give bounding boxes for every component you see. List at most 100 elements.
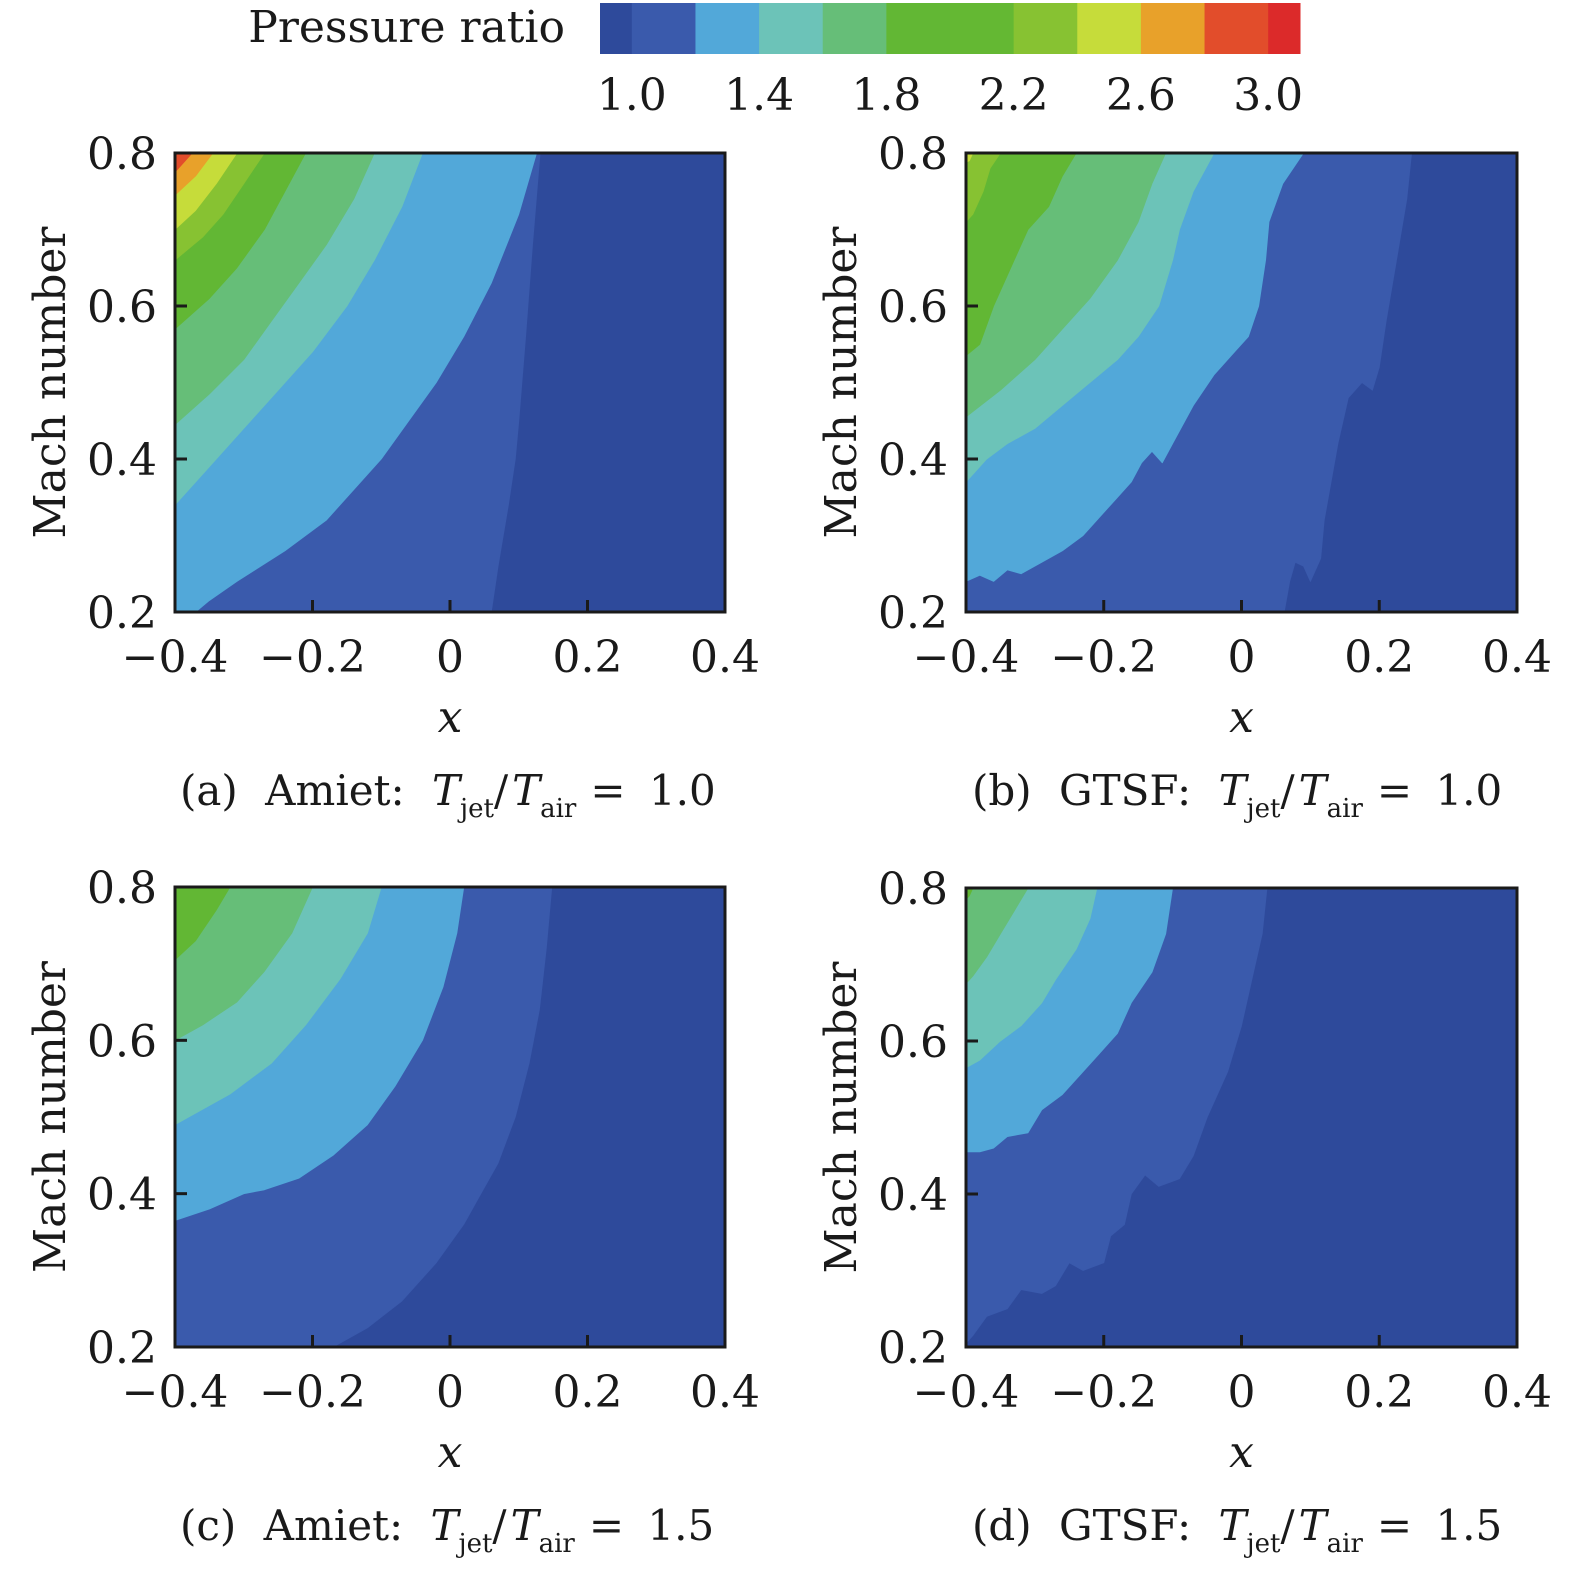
- caption-a: (a) Amiet: Tjet/Tair = 1.0: [180, 766, 716, 824]
- x-tick-label: 0.4: [1482, 1367, 1552, 1418]
- caption-model: Amiet:: [264, 766, 404, 815]
- y-tick-label: 0.2: [878, 588, 948, 639]
- panel-c: −0.4 −0.2 0 0.2 0.4 0.2 0.4 0.6 0.8 x Mach number: [25, 863, 760, 1478]
- contour-plot: [175, 153, 725, 612]
- colorbar-tick-label: 1.0: [597, 70, 667, 121]
- colorbar-segment: [759, 3, 824, 54]
- colorbar-tick-label: 1.4: [724, 70, 794, 121]
- x-tick-label: 0: [436, 1367, 464, 1418]
- colorbar-tick-label: 2.6: [1106, 70, 1176, 121]
- contour-band: [175, 887, 231, 961]
- y-tick-label: 0.6: [87, 1016, 157, 1067]
- y-tick-label: 0.6: [878, 1017, 948, 1068]
- y-tick-label: 0.2: [878, 1323, 948, 1374]
- contour-plot: [175, 887, 725, 1347]
- colorbar-tick-label: 1.8: [851, 70, 921, 121]
- caption-equals: =: [589, 1501, 624, 1550]
- x-tick-label: 0: [1228, 1367, 1256, 1418]
- y-axis-label: Mach number: [816, 961, 867, 1274]
- x-axis-label: x: [1229, 1427, 1254, 1478]
- contour-band: [966, 153, 1001, 223]
- caption-equals: =: [1377, 766, 1412, 815]
- y-tick-label: 0.4: [878, 1170, 948, 1221]
- caption-slash: /: [1280, 1501, 1295, 1550]
- caption-model: GTSF:: [1059, 1501, 1191, 1550]
- x-tick-label: −0.2: [259, 632, 366, 683]
- caption-sub-jet: jet: [1244, 794, 1281, 824]
- contour-band: [175, 153, 214, 196]
- caption-sub-air: air: [1327, 794, 1364, 824]
- colorbar-segment: [822, 3, 887, 54]
- colorbar-segment: [631, 3, 696, 54]
- caption-label: (a): [180, 766, 238, 815]
- caption-c: (c) Amiet: Tjet/Tair = 1.5: [180, 1501, 714, 1559]
- colorbar-segment: [1204, 3, 1269, 54]
- caption-ratio-value: 1.0: [649, 766, 716, 815]
- caption-slash: /: [1280, 766, 1295, 815]
- y-tick-label: 0.2: [87, 588, 157, 639]
- y-tick-label: 0.6: [87, 282, 157, 333]
- y-axis-label: Mach number: [25, 226, 76, 539]
- y-tick-label: 0.6: [878, 282, 948, 333]
- caption-sub-jet: jet: [457, 794, 494, 824]
- caption-t: T: [1299, 766, 1330, 815]
- x-tick-label: −0.2: [1050, 632, 1157, 683]
- x-tick-label: −0.4: [913, 632, 1020, 683]
- colorbar-segment: [695, 3, 760, 54]
- panel-a: −0.4 −0.2 0 0.2 0.4 0.2 0.4 0.6 0.8 x Mach number: [25, 129, 760, 743]
- colorbar-segment: [1140, 3, 1206, 54]
- contour-band: [966, 888, 974, 900]
- y-axis-label: Mach number: [25, 960, 76, 1273]
- contour-band: [966, 153, 1077, 357]
- x-tick-label: −0.4: [122, 632, 229, 683]
- x-tick-label: 0.4: [1482, 632, 1552, 683]
- caption-ratio-value: 1.5: [647, 1501, 714, 1550]
- contour-band: [966, 153, 974, 163]
- caption-t: T: [1299, 1501, 1330, 1550]
- caption-sub-air: air: [1327, 1529, 1364, 1559]
- colorbar-tick-label: 3.0: [1233, 70, 1303, 121]
- x-tick-label: 0: [436, 632, 464, 683]
- caption-sub-jet: jet: [456, 1529, 493, 1559]
- caption-label: (b): [972, 766, 1032, 815]
- colorbar-segment: [1077, 3, 1142, 54]
- x-axis-label: x: [1229, 692, 1254, 743]
- y-tick-label: 0.2: [87, 1323, 157, 1374]
- caption-t: T: [511, 1501, 542, 1550]
- x-tick-label: 0.2: [1344, 632, 1414, 683]
- svg-text:(a) Amiet: Tjet/Ta: (a) Amiet: Tjet/Tair = 1.0: [180, 766, 716, 824]
- x-tick-label: −0.4: [122, 1367, 229, 1418]
- contour-band: [175, 153, 193, 173]
- caption-t: T: [1219, 766, 1250, 815]
- caption-sub-air: air: [539, 1529, 576, 1559]
- caption-t: T: [432, 766, 463, 815]
- x-tick-label: −0.2: [259, 1367, 366, 1418]
- caption-slash: /: [492, 1501, 507, 1550]
- y-axis-label: Mach number: [816, 226, 867, 539]
- x-axis-label: x: [438, 692, 463, 743]
- x-tick-label: 0.2: [553, 632, 623, 683]
- caption-model: Amiet:: [263, 1501, 403, 1550]
- colorbar-tick-labels: 1.0 1.4 1.8 2.2 2.6 3.0: [597, 70, 1303, 121]
- x-tick-label: 0.4: [690, 1367, 760, 1418]
- panel-d: −0.4 −0.2 0 0.2 0.4 0.2 0.4 0.6 0.8 x Mach number: [816, 864, 1552, 1478]
- caption-sub-jet: jet: [1244, 1529, 1281, 1559]
- svg-text:(d) GTSF: Tjet/Tai: (d) GTSF: Tjet/Tair = 1.5: [972, 1501, 1502, 1559]
- colorbar-tick-label: 2.2: [979, 70, 1049, 121]
- caption-label: (c): [180, 1501, 236, 1550]
- caption-equals: =: [590, 766, 625, 815]
- caption-sub-air: air: [540, 794, 577, 824]
- x-tick-label: 0.4: [690, 632, 760, 683]
- colorbar: Pressure ratio 1.0 1.4 1.8 2.2 2.6 3.0: [248, 2, 1303, 121]
- caption-d: (d) GTSF: Tjet/Tair = 1.5: [972, 1501, 1502, 1559]
- contour-plot: [966, 888, 1517, 1347]
- panel-b: −0.4 −0.2 0 0.2 0.4 0.2 0.4 0.6 0.8 x Mach number: [816, 129, 1552, 743]
- caption-t: T: [1219, 1501, 1250, 1550]
- svg-text:(b) GTSF: Tjet/Tai: (b) GTSF: Tjet/Tair = 1.0: [972, 766, 1502, 824]
- x-tick-label: −0.2: [1050, 1367, 1157, 1418]
- caption-equals: =: [1377, 1501, 1412, 1550]
- colorbar-segment: [600, 3, 633, 54]
- colorbar-title: Pressure ratio: [248, 2, 565, 53]
- y-tick-label: 0.8: [87, 129, 157, 180]
